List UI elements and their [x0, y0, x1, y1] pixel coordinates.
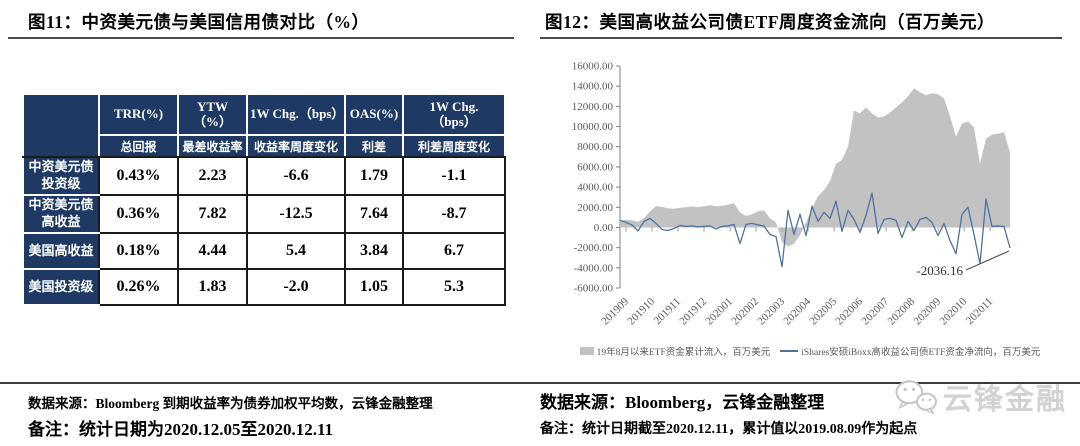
source-note-right: 数据来源：Bloomberg，云锋金融整理: [540, 393, 825, 412]
legend-label-area: 19年8月以来ETF资金累计流入，百万美元: [596, 348, 771, 358]
row-label: 中资美元债 投资级: [22, 156, 100, 196]
table-row: 美国高收益 0.18% 4.44 5.4 3.84 6.7: [22, 232, 506, 270]
svg-text:10000.00: 10000.00: [572, 121, 614, 133]
cell-value: 3.84: [344, 232, 404, 270]
cell-value: 0.36%: [98, 194, 179, 234]
col-header-ytw: YTW （%）: [177, 93, 248, 136]
legend-item-area: 19年8月以来ETF资金累计流入，百万美元: [579, 344, 771, 358]
svg-text:201909: 201909: [599, 295, 631, 327]
figure12-title: 图12：美国高收益公司债ETF周度资金流向（百万美元）: [545, 12, 996, 32]
title-rule-left: [8, 37, 514, 39]
cell-value: -6.6: [246, 156, 346, 196]
cell-value: 7.82: [177, 194, 248, 234]
svg-text:8000.00: 8000.00: [577, 141, 613, 153]
table-row: 中资美元债 投资级 0.43% 2.23 -6.6 1.79 -1.1: [22, 156, 506, 196]
table-corner-cell: [22, 93, 100, 158]
svg-text:201910: 201910: [625, 295, 657, 327]
cell-value: 4.44: [177, 232, 248, 270]
col-subheader-oas: 利差: [344, 134, 404, 158]
svg-text:201911: 201911: [652, 296, 684, 328]
svg-text:202009: 202009: [911, 295, 943, 327]
etf-flow-chart: 16000.00 14000.00 12000.00 10000.00 8000.00 6…: [545, 53, 1075, 345]
footer-divider: [0, 382, 1080, 384]
date-note-right: 备注：统计日期截至2020.12.11，累计值以2019.08.09作为起点: [540, 422, 918, 437]
figure11-title: 图11：中资美元债与美国信用债对比（%）: [28, 12, 370, 32]
svg-text:-2036.16: -2036.16: [916, 263, 963, 278]
table-header-row-1: TRR(%) YTW （%） 1W Chg.（bps） OAS(%) 1W Ch…: [22, 93, 506, 158]
logo-text: 云锋金融: [943, 384, 1068, 416]
chart-legend: 19年8月以来ETF资金累计流入，百万美元 iShares安硕iBoxx高收益公…: [545, 344, 1075, 358]
svg-text:-2000.00: -2000.00: [574, 242, 614, 254]
table-row: 中资美元债 高收益 0.36% 7.82 -12.5 7.64 -8.7: [22, 194, 506, 234]
svg-text:6000.00: 6000.00: [577, 161, 613, 173]
svg-text:202011: 202011: [964, 296, 996, 328]
svg-text:202002: 202002: [729, 296, 761, 328]
col-subheader-ytw: 最差收益率: [177, 134, 248, 158]
legend-label-line: iShares安硕iBoxx高收益公司债ETF资金净流向，百万美元: [801, 348, 1041, 358]
cell-value: 7.64: [344, 194, 404, 234]
cell-value: 1.05: [344, 268, 404, 306]
svg-text:16000.00: 16000.00: [572, 61, 614, 73]
area-swatch-icon: [579, 347, 594, 355]
col-header-1wchg-yield: 1W Chg.（bps）: [246, 93, 346, 136]
svg-text:202005: 202005: [807, 295, 839, 327]
cell-value: 0.26%: [98, 268, 179, 306]
row-label: 中资美元债 高收益: [22, 194, 100, 234]
legend-item-line: iShares安硕iBoxx高收益公司债ETF资金净流向，百万美元: [780, 344, 1040, 358]
table-header-row-2: 总回报 最差收益率 收益率周度变化 利差 利差周度变化: [23, 134, 506, 158]
svg-text:202003: 202003: [755, 295, 787, 327]
svg-text:0.00: 0.00: [594, 222, 614, 234]
cell-value: 5.4: [246, 232, 346, 270]
col-subheader-trr: 总回报: [98, 134, 179, 158]
svg-text:-6000.00: -6000.00: [574, 283, 614, 295]
cell-value: -12.5: [246, 194, 346, 234]
cell-value: -2.0: [246, 268, 346, 306]
svg-text:202006: 202006: [833, 295, 865, 327]
cell-value: 2.23: [177, 156, 248, 196]
svg-text:2000.00: 2000.00: [577, 202, 613, 214]
col-subheader-1wchg-yield: 收益率周度变化: [246, 134, 346, 158]
svg-text:202007: 202007: [859, 295, 891, 327]
cell-value: 0.43%: [98, 156, 179, 196]
source-note-left: 数据来源：Bloomberg 到期收益率为债券加权平均数，云锋金融整理: [28, 396, 433, 411]
svg-text:202010: 202010: [937, 295, 969, 327]
col-header-1wchg-spread: 1W Chg. （bps）: [402, 93, 506, 136]
svg-text:202004: 202004: [781, 295, 813, 327]
svg-text:202001: 202001: [703, 296, 735, 328]
svg-text:202008: 202008: [885, 295, 917, 327]
svg-text:12000.00: 12000.00: [572, 101, 614, 113]
date-note-left: 备注：统计日期为2020.12.05至2020.12.11: [28, 420, 334, 439]
cell-value: 6.7: [402, 232, 506, 270]
col-header-oas: OAS(%): [344, 93, 404, 136]
title-rule-right: [540, 37, 1062, 39]
row-label: 美国投资级: [22, 268, 100, 306]
comparison-table: TRR(%) YTW （%） 1W Chg.（bps） OAS(%) 1W Ch…: [22, 93, 506, 306]
wechat-icon: [895, 380, 937, 415]
col-subheader-1wchg-spread: 利差周度变化: [402, 134, 506, 158]
svg-text:4000.00: 4000.00: [577, 182, 613, 194]
svg-text:14000.00: 14000.00: [572, 81, 614, 93]
table-row: 美国投资级 0.26% 1.83 -2.0 1.05 5.3: [22, 268, 506, 306]
cell-value: 1.79: [344, 156, 404, 196]
svg-text:201912: 201912: [677, 296, 709, 328]
cell-value: -8.7: [402, 194, 506, 234]
cell-value: 1.83: [177, 268, 248, 306]
cell-value: -1.1: [402, 156, 506, 196]
svg-text:-4000.00: -4000.00: [574, 262, 614, 274]
line-swatch-icon: [780, 350, 799, 352]
col-header-trr: TRR(%): [98, 93, 179, 136]
row-label: 美国高收益: [22, 232, 100, 270]
cell-value: 0.18%: [98, 232, 179, 270]
cell-value: 5.3: [402, 268, 506, 306]
yunfeng-logo: 云锋金融: [893, 376, 1067, 418]
